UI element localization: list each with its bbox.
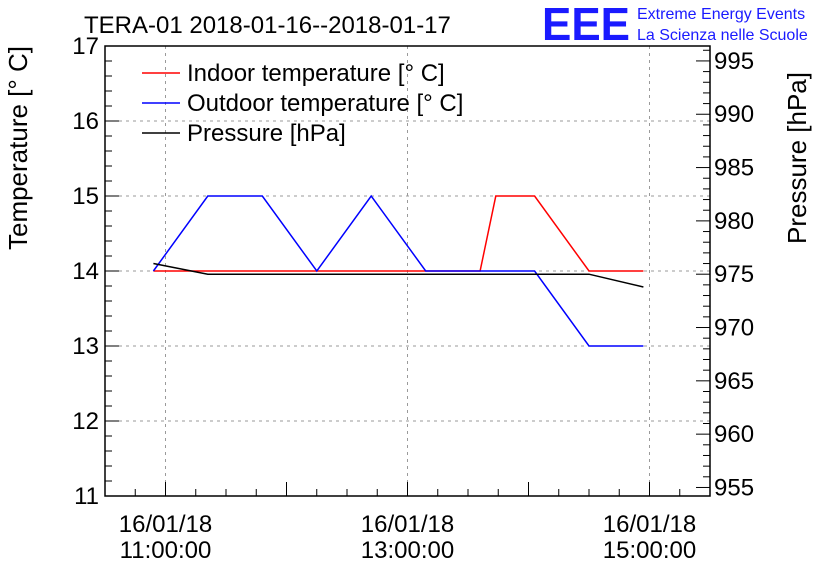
y-right-tick-label: 980 [714,208,754,235]
y-left-tick-label: 12 [72,408,99,435]
x-tick-date-label: 16/01/18 [119,511,212,538]
x-tick-date-label: 16/01/18 [603,511,696,538]
chart-title: TERA-01 2018-01-16--2018-01-17 [84,12,451,39]
y-right-tick-label: 995 [714,48,754,75]
y-left-tick-label: 11 [74,483,99,510]
y-right-tick-label: 985 [714,155,754,182]
y-right-tick-label: 975 [714,261,754,288]
y-right-tick-label: 960 [714,421,754,448]
logo-subtitle-1: Extreme Energy Events [637,6,805,23]
legend-label-2: Pressure [hPa] [187,120,346,147]
axes [104,45,711,497]
y-left-tick-label: 13 [72,333,99,360]
legend-label-1: Outdoor temperature [° C] [187,90,463,117]
y-axis-right-label: Pressure [hPa] [782,72,812,244]
y-right-tick-label: 955 [714,474,754,501]
y-left-tick-label: 17 [72,33,99,60]
x-tick-time-label: 13:00:00 [361,537,454,564]
legend: Indoor temperature [° C] Outdoor temperat… [142,60,463,147]
series-line-2 [153,262,644,288]
tick-labels: 11 12 13 14 15 16 17 955 960 965 970 975 980 985 990 99… [72,33,754,564]
y-right-tick-label: 990 [714,101,754,128]
x-tick-date-label: 16/01/18 [361,511,454,538]
logo-subtitle-2: La Scienza nelle Scuole [637,27,808,44]
y-right-tick-label: 970 [714,315,754,342]
y-left-tick-label: 16 [72,108,99,135]
y-left-tick-label: 14 [72,258,99,285]
x-tick-time-label: 15:00:00 [603,537,696,564]
y-axis-left-label: Temperature [° C] [3,46,33,250]
y-right-tick-label: 965 [714,368,754,395]
series-group [152,194,644,347]
y-left-tick-label: 15 [72,183,99,210]
legend-label-0: Indoor temperature [° C] [187,60,445,87]
series-line-1 [152,194,644,347]
x-tick-time-label: 11:00:00 [120,537,212,564]
eee-logo: EEE [542,0,630,50]
